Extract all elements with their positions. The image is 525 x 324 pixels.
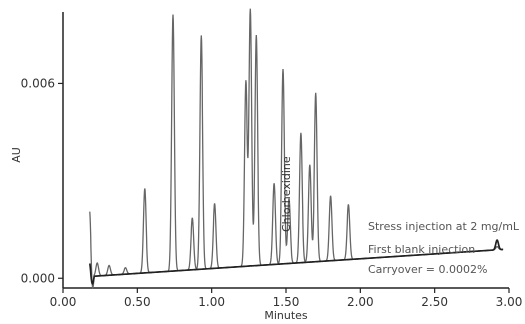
- x-axis-label: Minutes: [264, 309, 308, 322]
- x-ticks: 0.00 0.50 1.00 1.50 2.00 2.50 3.00: [50, 288, 523, 309]
- y-tick-label: 0.006: [21, 76, 55, 90]
- x-tick-label: 0.00: [50, 295, 77, 309]
- blank-injection-trace: [88, 239, 504, 285]
- axes: 0.00 0.50 1.00 1.50 2.00 2.50 3.00 0.0000.006 …: [10, 12, 522, 322]
- x-tick-label: 1.00: [198, 295, 225, 309]
- x-tick-label: 2.50: [421, 295, 448, 309]
- y-tick-label: 0.000: [21, 271, 55, 285]
- annotation-stress-injection: Stress injection at 2 mg/mL: [368, 220, 520, 233]
- series-layer: [88, 8, 504, 289]
- chlorhexidine-peak-label: Chlorhexidine: [280, 156, 293, 232]
- x-tick-label: 3.00: [496, 295, 523, 309]
- x-tick-label: 1.50: [273, 295, 300, 309]
- y-ticks: 0.000 0.006: [21, 76, 63, 285]
- annotation-first-blank: First blank injection: [368, 243, 475, 256]
- x-tick-label: 2.00: [347, 295, 374, 309]
- x-tick-label: 0.50: [124, 295, 151, 309]
- y-axis-label: AU: [10, 147, 23, 163]
- annotation-carryover: Carryover = 0.0002%: [368, 263, 487, 276]
- annotation-box: Stress injection at 2 mg/mL First blank …: [368, 220, 520, 276]
